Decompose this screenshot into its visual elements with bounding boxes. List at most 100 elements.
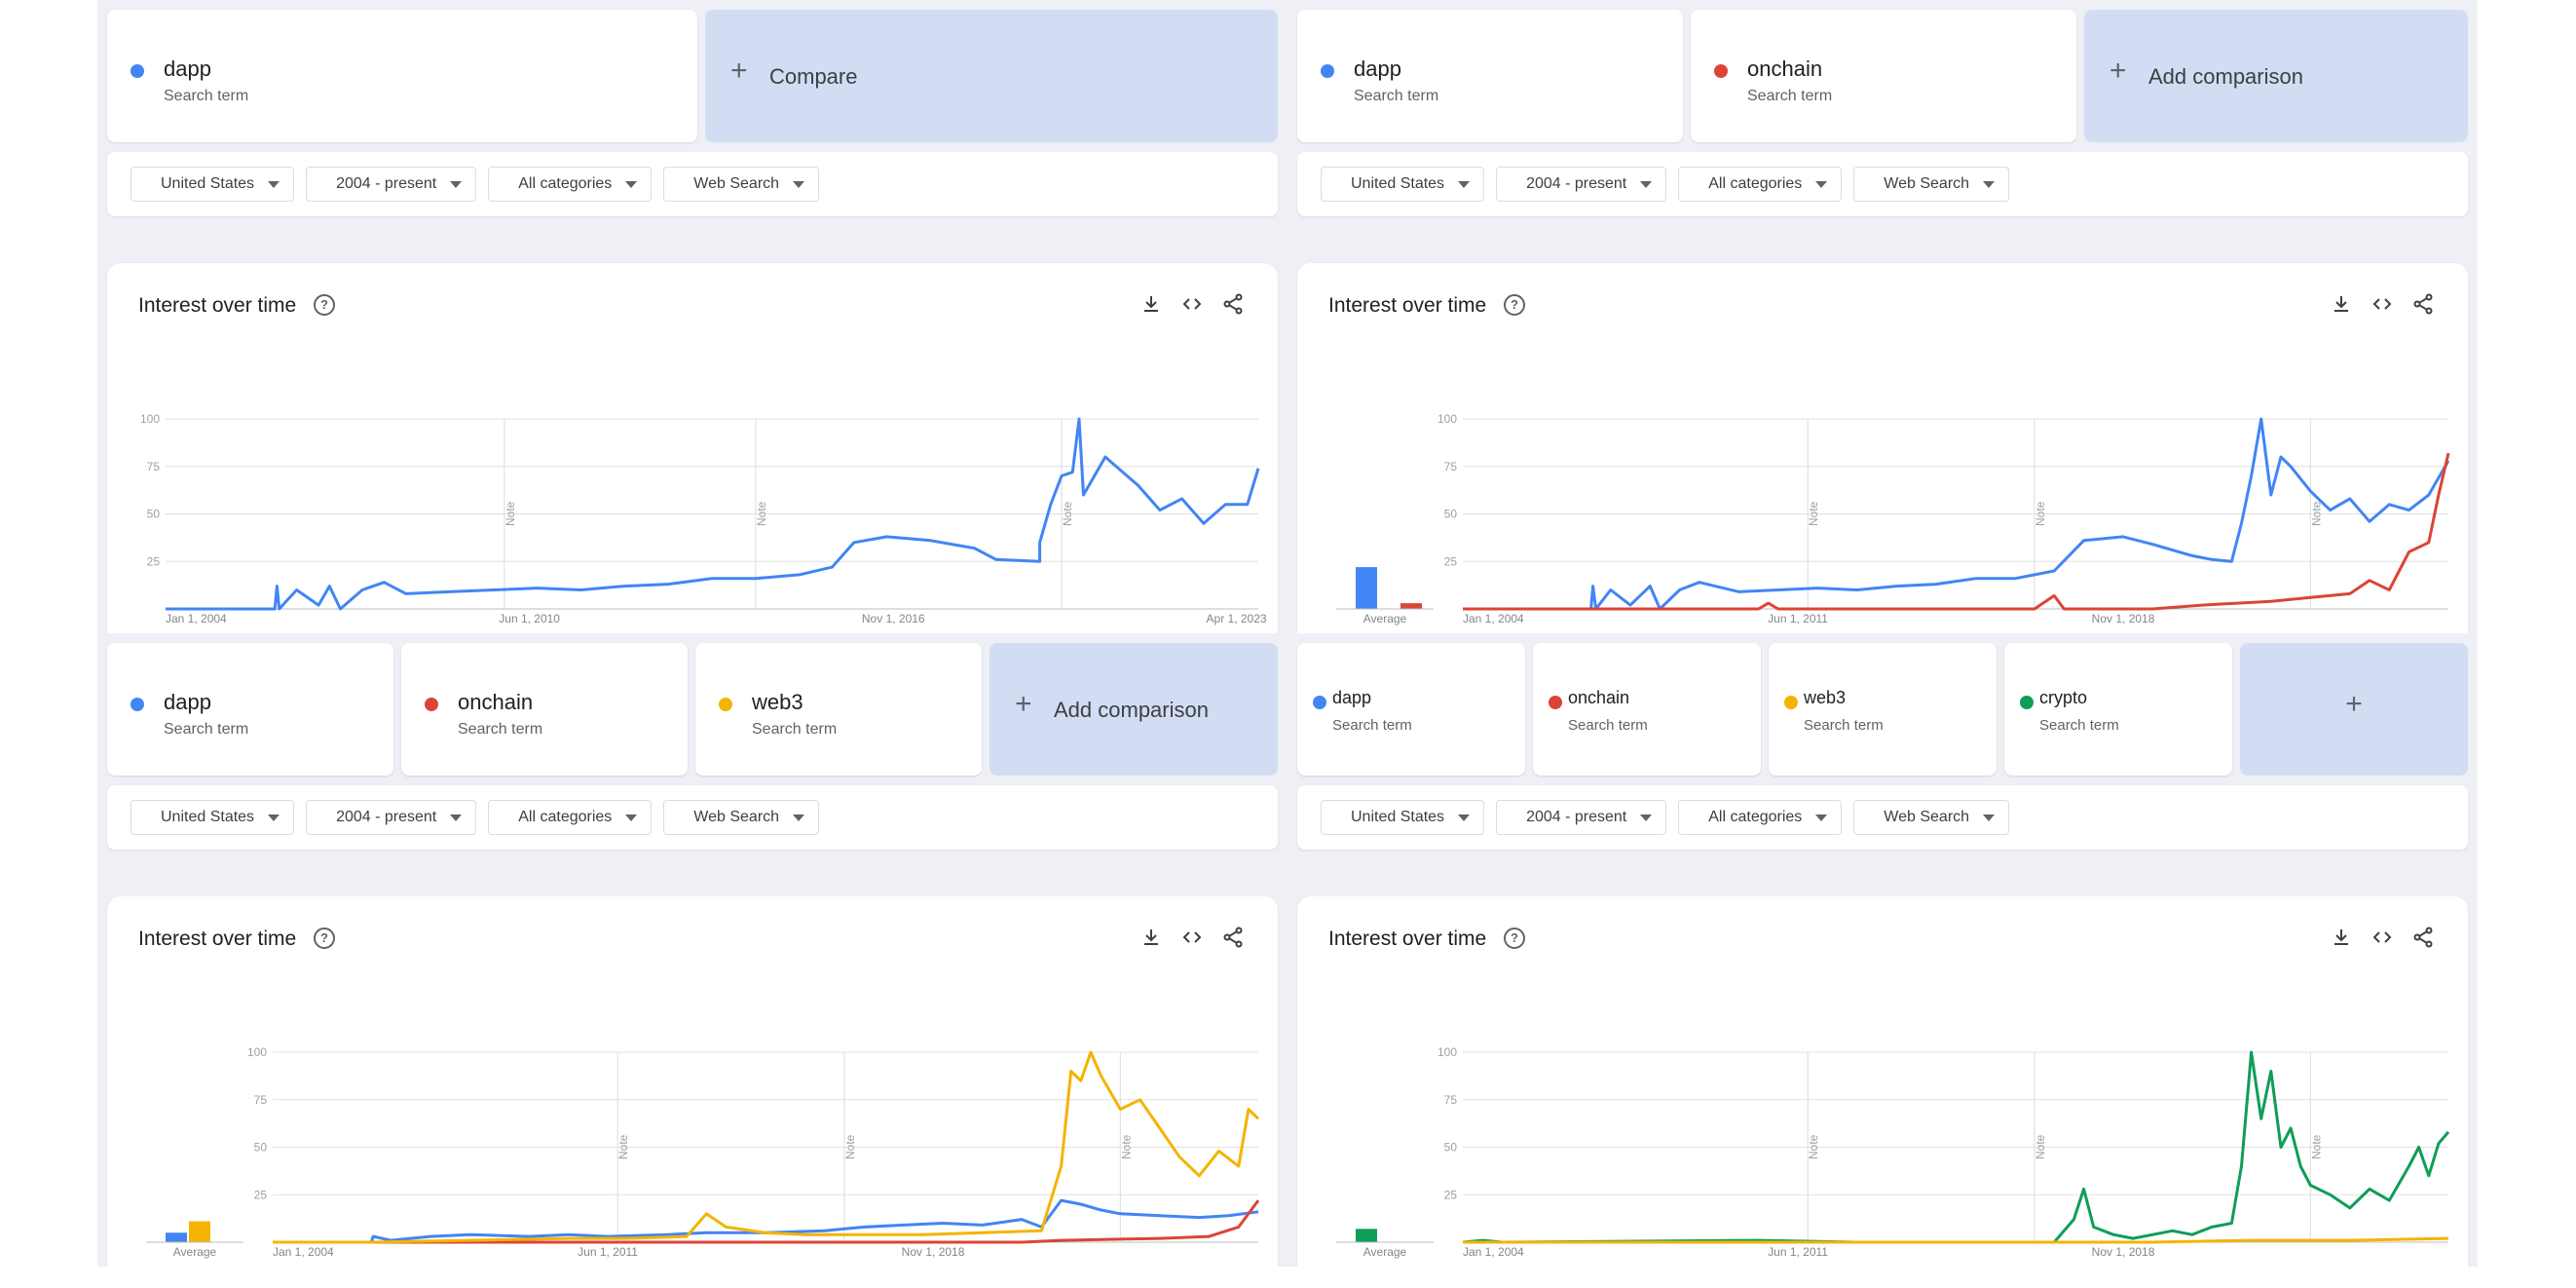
note-marker-label[interactable]: Note [2034,1134,2047,1159]
filter-label: United States [161,175,255,192]
search-term-card-onchain[interactable]: onchain Search term [1533,643,1761,776]
search-terms-row: dapp Search term + Compare [107,10,1278,142]
search-term-subtitle: Search term [2039,717,2119,734]
share-icon[interactable] [2411,926,2435,949]
search-term-card-web3[interactable]: web3 Search term [1769,643,1997,776]
search-term-card-onchain[interactable]: onchain Search term [1691,10,2076,142]
y-tick-label: 50 [147,508,161,521]
add-comparison-plus-button[interactable]: + [2240,643,2468,776]
x-tick-label: Nov 1, 2016 [862,612,925,625]
download-icon[interactable] [2330,926,2353,949]
help-icon[interactable]: ? [314,294,335,316]
y-tick-label: 25 [147,554,161,568]
time-range-filter[interactable]: 2004 - present [306,800,477,835]
x-tick-label: Apr 1, 2023 [1207,612,1267,625]
x-tick-label: Jan 1, 2004 [1463,1245,1524,1259]
embed-code-icon[interactable] [1180,292,1204,316]
dropdown-caret-icon [793,180,805,188]
share-icon[interactable] [2411,292,2435,316]
search-type-filter[interactable]: Web Search [1853,167,2010,202]
trends-panel-1: dapp Search term + Compare United States 2004… [97,0,1288,633]
category-filter[interactable]: All categories [488,800,653,835]
average-bar-onchain [1400,603,1422,609]
dropdown-caret-icon [1983,180,1996,188]
search-term-card-dapp[interactable]: dapp Search term [1297,10,1683,142]
note-marker-label[interactable]: Note [1807,501,1820,526]
embed-code-icon[interactable] [2371,292,2394,316]
add-comparison-button[interactable]: + Add comparison [989,643,1278,776]
note-marker-label[interactable]: Note [2309,1134,2323,1159]
series-line-web3 [1463,1236,2449,1244]
dropdown-caret-icon [625,814,638,821]
share-icon[interactable] [1221,926,1245,949]
x-tick-label: Jun 1, 2011 [1768,612,1828,625]
add-comparison-button[interactable]: + Add comparison [2084,10,2468,142]
category-filter[interactable]: All categories [1678,167,1843,202]
search-type-filter[interactable]: Web Search [663,800,820,835]
x-tick-label: Nov 1, 2018 [2092,612,2155,625]
filter-bar: United States 2004 - present All categorie… [1297,785,2468,850]
series-color-dot [2020,696,2034,709]
help-icon[interactable]: ? [314,928,335,949]
plus-icon: + [2109,55,2127,87]
filter-label: United States [1351,175,1445,192]
region-filter[interactable]: United States [131,167,295,202]
help-icon[interactable]: ? [1504,928,1525,949]
search-term-subtitle: Search term [164,88,249,104]
search-term-card-crypto[interactable]: crypto Search term [2004,643,2232,776]
search-term-card-web3[interactable]: web3 Search term [695,643,982,776]
region-filter[interactable]: United States [1321,167,1485,202]
note-marker-label[interactable]: Note [843,1134,857,1159]
category-filter[interactable]: All categories [488,167,653,202]
series-line-onchain [1463,452,2450,611]
download-icon[interactable] [1139,292,1163,316]
filter-bar: United States 2004 - present All categorie… [107,785,1278,850]
add-comparison-button[interactable]: + Compare [705,10,1278,142]
y-tick-label: 25 [1444,554,1458,568]
search-term-card-dapp[interactable]: dapp Search term [107,10,697,142]
download-icon[interactable] [1139,926,1163,949]
note-marker-label[interactable]: Note [755,501,768,526]
note-marker-label[interactable]: Note [1119,1134,1133,1159]
note-marker-label[interactable]: Note [1807,1134,1820,1159]
search-type-filter[interactable]: Web Search [1853,800,2010,835]
y-tick-label: 100 [140,412,160,426]
download-icon[interactable] [2330,292,2353,316]
region-filter[interactable]: United States [131,800,295,835]
note-marker-label[interactable]: Note [616,1134,630,1159]
note-marker-label[interactable]: Note [504,501,517,526]
series-line-dapp [1463,417,2450,611]
interest-line-chart: 25 50 75 100 Jan 1, 2004 Jun 1, 2010 Nov 1, 20… [140,412,1267,625]
series-color-dot [719,698,732,711]
time-range-filter[interactable]: 2004 - present [1496,167,1667,202]
dropdown-caret-icon [1458,814,1471,821]
note-marker-label[interactable]: Note [2309,501,2323,526]
search-term-card-onchain[interactable]: onchain Search term [401,643,688,776]
interest-line-chart: 25 50 75 100 Jan 1, 2004 Jun 1, 2011 Nov 1, 20… [1336,412,2450,625]
share-icon[interactable] [1221,292,1245,316]
series-color-dot [131,64,144,78]
embed-code-icon[interactable] [2371,926,2394,949]
search-term-card-dapp[interactable]: dapp Search term [1297,643,1525,776]
time-range-filter[interactable]: 2004 - present [1496,800,1667,835]
note-marker-label[interactable]: Note [1061,501,1074,526]
y-tick-label: 100 [1437,412,1457,426]
help-icon[interactable]: ? [1504,294,1525,316]
note-marker-label[interactable]: Note [2034,501,2047,526]
search-term-name: onchain [458,690,534,714]
y-tick-label: 50 [1444,508,1458,521]
category-filter[interactable]: All categories [1678,800,1843,835]
search-term-subtitle: Search term [1332,717,1412,734]
y-tick-label: 75 [147,460,161,474]
time-range-filter[interactable]: 2004 - present [306,167,477,202]
search-term-card-dapp[interactable]: dapp Search term [107,643,393,776]
search-term-name: web3 [1804,688,1847,707]
embed-code-icon[interactable] [1180,926,1204,949]
interest-line-chart: 25 50 75 100 Jan 1, 2004 Jun 1, 2011 Nov 1, 20… [146,1045,1260,1259]
region-filter[interactable]: United States [1321,800,1485,835]
average-label: Average [1363,1245,1407,1259]
search-type-filter[interactable]: Web Search [663,167,820,202]
search-term-name: dapp [164,57,211,81]
filter-label: All categories [518,809,613,825]
filter-bar: United States 2004 - present All categorie… [1297,152,2468,216]
